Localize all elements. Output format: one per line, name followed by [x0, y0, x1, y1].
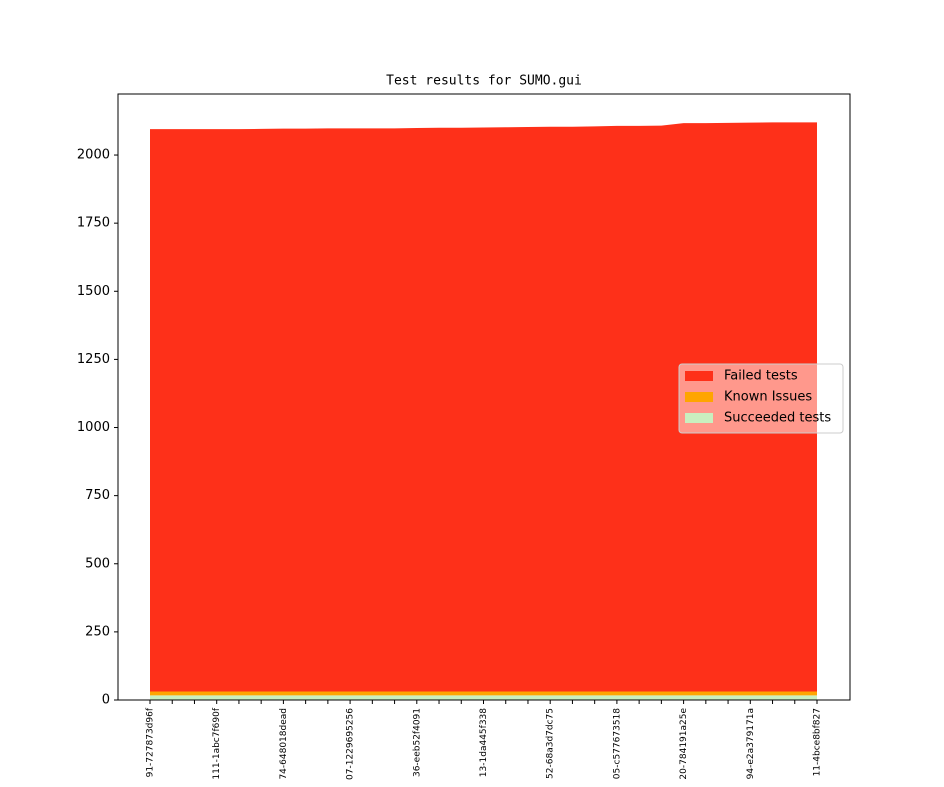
area — [150, 122, 817, 692]
y-tick-label: 1000 — [77, 420, 110, 435]
x-tick-label: 07-1229695256 — [346, 708, 356, 780]
x-tick-label: 36-eeb52f4091 — [412, 708, 422, 777]
x-tick-label: 52-68a3d7dc75 — [546, 708, 556, 779]
x-tick-label: 20-784191a25e — [679, 708, 689, 780]
legend-label: Known Issues — [724, 390, 812, 405]
y-tick-label: 0 — [102, 693, 110, 708]
legend-swatch — [685, 371, 713, 381]
x-tick-label: 74-648018dead — [279, 708, 289, 780]
x-tick-label: 05-c577673518 — [612, 708, 622, 779]
y-tick-label: 2000 — [77, 148, 110, 163]
legend-swatch — [685, 392, 713, 402]
y-tick-label: 250 — [85, 624, 110, 639]
x-tick-label: 94-e2a379171a — [746, 708, 756, 779]
y-tick-label: 1750 — [77, 216, 110, 231]
y-tick-label: 500 — [85, 556, 110, 571]
y-tick-label: 1500 — [77, 284, 110, 299]
legend-label: Failed tests — [724, 369, 798, 384]
x-tick-label: 111-1abc7f690f — [212, 707, 222, 779]
legend-swatch — [685, 413, 713, 423]
y-tick-label: 750 — [85, 488, 110, 503]
area — [150, 695, 817, 700]
x-tick-label: 91-727873d96f — [146, 707, 156, 777]
legend-box — [678, 363, 844, 434]
area — [150, 691, 817, 696]
x-tick-label: 11-4bce8bf827 — [813, 708, 823, 776]
y-tick-label: 1250 — [77, 352, 110, 367]
x-tick-label: 13-1da445f338 — [479, 708, 489, 777]
chart-title: Test results for SUMO.gui — [386, 74, 582, 89]
legend-label: Succeeded tests — [724, 411, 831, 426]
